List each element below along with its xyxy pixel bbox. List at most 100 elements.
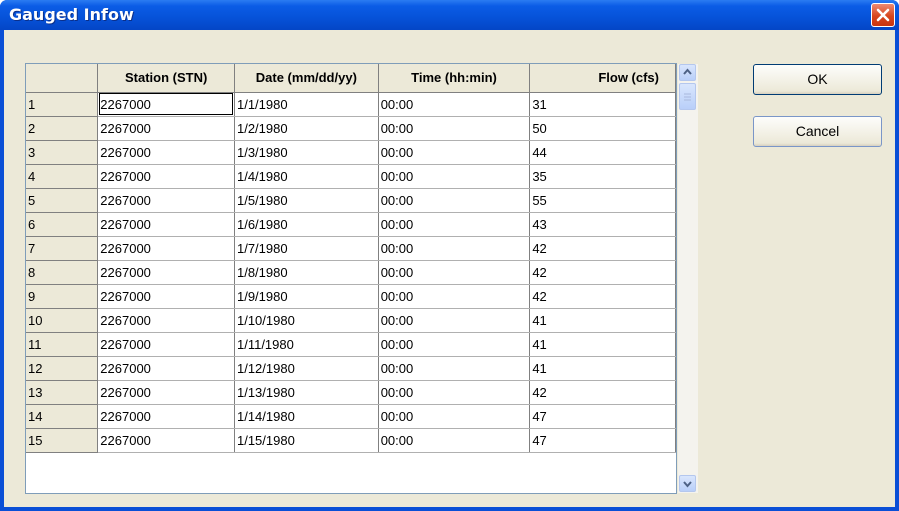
date-cell[interactable]: 1/6/1980 [234,212,379,237]
flow-cell[interactable]: 44 [529,140,676,165]
time-cell[interactable]: 00:00 [378,140,531,165]
cancel-button[interactable]: Cancel [753,116,882,147]
table-row[interactable]: 7 2267000 1/7/1980 00:00 42 [26,236,676,261]
station-cell[interactable]: 2267000 [97,332,235,357]
column-header-station[interactable]: Station (STN) [97,64,235,93]
time-cell[interactable]: 00:00 [378,116,531,141]
time-cell[interactable]: 00:00 [378,332,531,357]
close-icon [876,8,890,22]
scroll-up-button[interactable] [679,64,696,81]
station-cell[interactable]: 2267000 [97,212,235,237]
date-cell[interactable]: 1/9/1980 [234,284,379,309]
time-cell[interactable]: 00:00 [378,212,531,237]
flow-cell[interactable]: 43 [529,212,676,237]
time-cell[interactable]: 00:00 [378,308,531,333]
station-cell[interactable]: 2267000 [97,260,235,285]
date-cell[interactable]: 1/3/1980 [234,140,379,165]
station-cell[interactable]: 2267000 [97,404,235,429]
date-cell[interactable]: 1/4/1980 [234,164,379,189]
table-row[interactable]: 11 2267000 1/11/1980 00:00 41 [26,332,676,357]
date-cell[interactable]: 1/11/1980 [234,332,379,357]
header-row: Station (STN) Date (mm/dd/yy) Time (hh:m… [26,64,676,93]
flow-cell[interactable]: 42 [529,236,676,261]
time-cell[interactable]: 00:00 [378,428,531,453]
data-grid[interactable]: Station (STN) Date (mm/dd/yy) Time (hh:m… [25,63,677,494]
ok-button[interactable]: OK [753,64,882,95]
time-cell[interactable]: 00:00 [378,188,531,213]
table-row[interactable]: 4 2267000 1/4/1980 00:00 35 [26,164,676,189]
station-cell[interactable]: 2267000 [97,308,235,333]
flow-cell[interactable]: 47 [529,404,676,429]
table-row[interactable]: 6 2267000 1/6/1980 00:00 43 [26,212,676,237]
station-cell[interactable]: 2267000 [97,428,235,453]
station-cell[interactable]: 2267000 [97,284,235,309]
date-cell[interactable]: 1/12/1980 [234,356,379,381]
station-cell[interactable]: 2267000 [97,188,235,213]
table-row[interactable]: 9 2267000 1/9/1980 00:00 42 [26,284,676,309]
station-cell[interactable]: 2267000 [97,116,235,141]
vertical-scrollbar[interactable] [678,64,698,493]
row-number-cell: 9 [26,284,99,309]
flow-cell[interactable]: 35 [529,164,676,189]
flow-cell[interactable]: 47 [529,428,676,453]
table-row[interactable]: 5 2267000 1/5/1980 00:00 55 [26,188,676,213]
flow-cell[interactable]: 42 [529,380,676,405]
time-cell[interactable]: 00:00 [378,164,531,189]
date-cell[interactable]: 1/13/1980 [234,380,379,405]
station-cell[interactable]: 2267000 [97,164,235,189]
station-cell[interactable]: 2267000 [97,380,235,405]
flow-cell[interactable]: 41 [529,332,676,357]
vertical-scroll-thumb[interactable] [679,83,696,110]
date-cell[interactable]: 1/2/1980 [234,116,379,141]
date-cell[interactable]: 1/14/1980 [234,404,379,429]
date-cell[interactable]: 1/8/1980 [234,260,379,285]
flow-cell[interactable]: 41 [529,308,676,333]
table-row[interactable]: 15 2267000 1/15/1980 00:00 47 [26,428,676,453]
time-cell[interactable]: 00:00 [378,236,531,261]
table-row[interactable]: 10 2267000 1/10/1980 00:00 41 [26,308,676,333]
table-row[interactable]: 12 2267000 1/12/1980 00:00 41 [26,356,676,381]
date-cell[interactable]: 1/15/1980 [234,428,379,453]
table-row[interactable]: 8 2267000 1/8/1980 00:00 42 [26,260,676,285]
flow-cell[interactable]: 42 [529,260,676,285]
table-row[interactable]: 3 2267000 1/3/1980 00:00 44 [26,140,676,165]
table-row[interactable]: 14 2267000 1/14/1980 00:00 47 [26,404,676,429]
row-number-cell: 2 [26,116,99,141]
table-row[interactable]: 1 2267000 1/1/1980 00:00 31 [26,92,676,117]
date-cell[interactable]: 1/10/1980 [234,308,379,333]
row-number-cell: 4 [26,164,99,189]
scroll-down-button[interactable] [679,475,696,492]
date-cell[interactable]: 1/7/1980 [234,236,379,261]
time-cell[interactable]: 00:00 [378,284,531,309]
station-cell[interactable]: 2267000 [97,140,235,165]
column-header-date[interactable]: Date (mm/dd/yy) [234,64,379,93]
station-cell[interactable]: 2267000 [97,356,235,381]
row-number-cell: 12 [26,356,99,381]
grip-icon [684,93,691,101]
date-cell[interactable]: 1/5/1980 [234,188,379,213]
row-number-cell: 15 [26,428,99,453]
time-cell[interactable]: 00:00 [378,404,531,429]
station-cell[interactable]: 2267000 [97,92,235,117]
title-bar[interactable]: Gauged Infow [0,0,899,30]
inflow-table: Station (STN) Date (mm/dd/yy) Time (hh:m… [26,64,676,453]
column-header-time[interactable]: Time (hh:min) [378,64,531,93]
flow-cell[interactable]: 42 [529,284,676,309]
flow-cell[interactable]: 50 [529,116,676,141]
table-row[interactable]: 13 2267000 1/13/1980 00:00 42 [26,380,676,405]
close-button[interactable] [871,3,895,27]
time-cell[interactable]: 00:00 [378,260,531,285]
time-cell[interactable]: 00:00 [378,380,531,405]
flow-cell[interactable]: 55 [529,188,676,213]
flow-cell[interactable]: 41 [529,356,676,381]
column-header-flow[interactable]: Flow (cfs) [529,64,676,93]
time-cell[interactable]: 00:00 [378,92,531,117]
flow-cell[interactable]: 31 [529,92,676,117]
table-row[interactable]: 2 2267000 1/2/1980 00:00 50 [26,116,676,141]
date-cell[interactable]: 1/1/1980 [234,92,379,117]
row-number-cell: 3 [26,140,99,165]
time-cell[interactable]: 00:00 [378,356,531,381]
station-cell[interactable]: 2267000 [97,236,235,261]
row-number-cell: 6 [26,212,99,237]
